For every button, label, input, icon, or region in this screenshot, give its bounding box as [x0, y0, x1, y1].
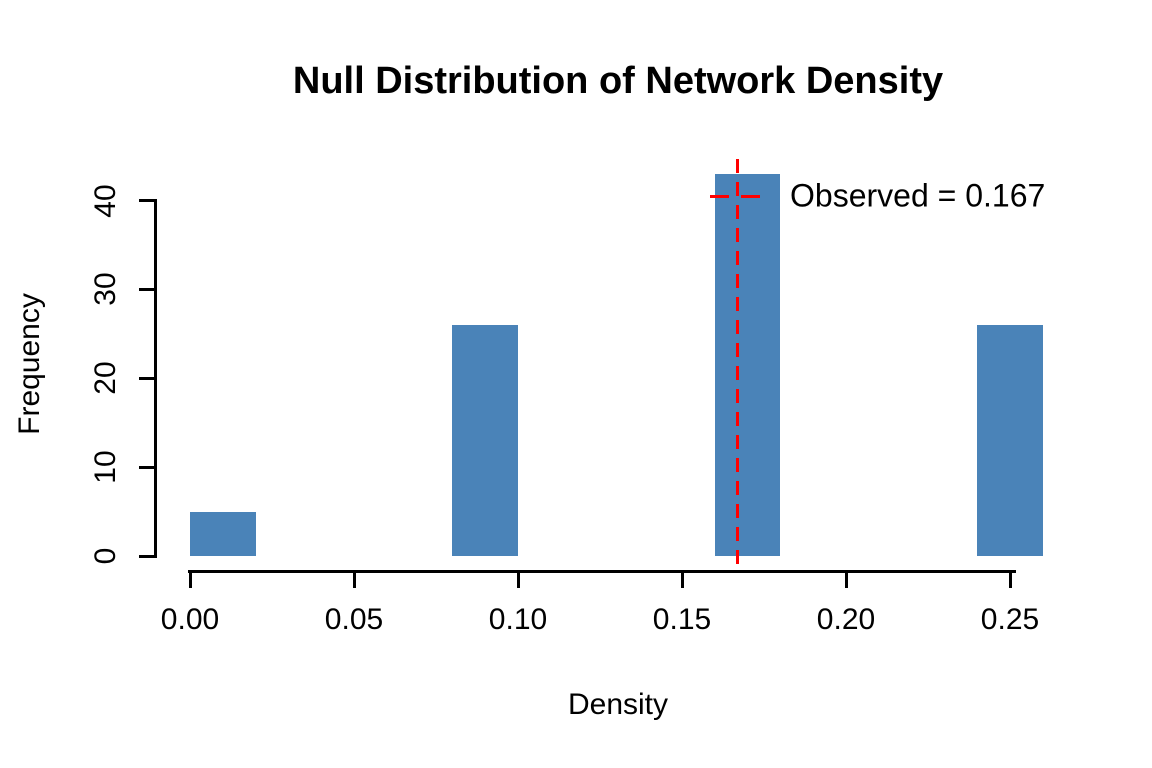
x-axis-tick-label: 0.20 [816, 603, 876, 636]
x-axis-tick-label: 0.25 [980, 603, 1040, 636]
x-axis-tick [844, 570, 848, 588]
x-axis-tick [516, 570, 520, 588]
x-axis-line [188, 570, 1016, 573]
histogram-bar [714, 173, 781, 556]
x-axis-tick-label: 0.15 [652, 603, 712, 636]
x-axis-tick [188, 570, 192, 588]
chart-title: Null Distribution of Network Density [292, 60, 944, 102]
histogram-bar [977, 325, 1043, 556]
histogram-bar [190, 511, 256, 556]
x-axis-tick-label: 0.05 [324, 603, 384, 636]
y-axis-tick [139, 465, 157, 469]
y-axis-title: Frequency [13, 293, 46, 435]
y-axis-tick [139, 199, 157, 203]
x-axis-tick [680, 570, 684, 588]
y-axis-tick-label: 0 [89, 547, 122, 565]
y-axis-tick-label: 30 [89, 272, 122, 307]
x-axis-tick [352, 570, 356, 588]
y-axis-tick-label: 10 [89, 450, 122, 484]
x-axis-tick [1008, 570, 1012, 588]
legend-dashed-line-sample [710, 195, 762, 198]
y-axis-tick [139, 287, 157, 291]
y-axis-tick [139, 554, 157, 558]
y-axis-tick-label: 40 [89, 183, 122, 218]
y-axis-tick [139, 376, 157, 380]
legend-label: Observed = 0.167 [790, 177, 1046, 214]
observed-value-line [736, 159, 740, 571]
x-axis-tick-label: 0.10 [488, 603, 548, 636]
y-axis-tick-label: 20 [89, 361, 122, 395]
histogram-bar [452, 325, 518, 556]
x-axis-title: Density [567, 688, 669, 721]
x-axis-tick-label: 0.00 [160, 603, 220, 636]
